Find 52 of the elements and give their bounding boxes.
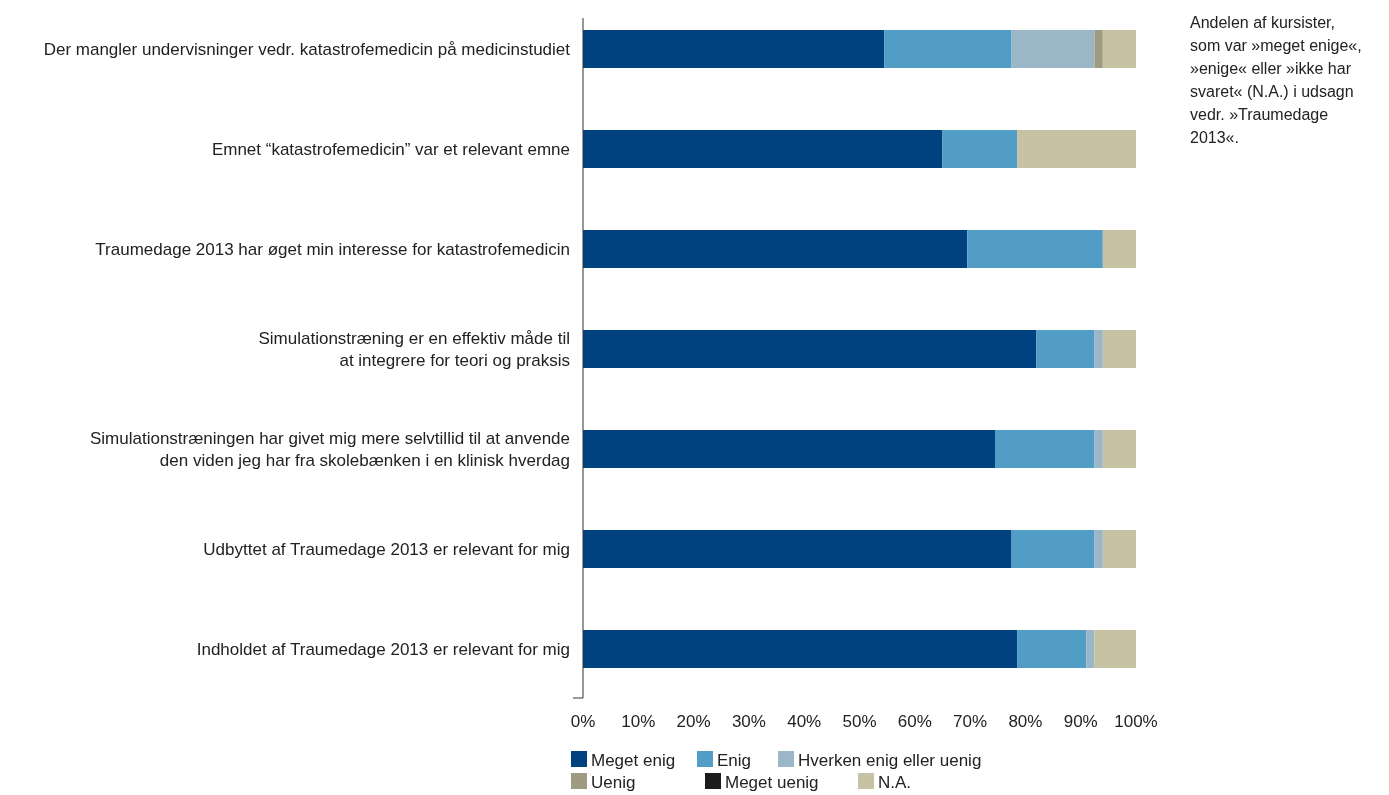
x-tick-label: 0% [570, 712, 596, 731]
legend-label: Hverken enig eller uenig [798, 751, 982, 770]
x-tick-label: 50% [842, 712, 877, 731]
x-tick-label: 70% [953, 712, 988, 731]
legend-label: Enig [717, 751, 752, 770]
bar [942, 130, 1018, 168]
bar [967, 230, 1103, 268]
legend-label: N.A. [878, 773, 912, 792]
y-tick-label: Udbyttet af Traumedage 2013 er relevant for mig [203, 540, 570, 559]
bar [1094, 30, 1103, 68]
bar [583, 430, 995, 468]
bar [1011, 530, 1095, 568]
legend-label: Uenig [591, 773, 636, 792]
bar [1017, 130, 1136, 168]
y-tick-label: Simulationstræning er en effektiv måde til at integrere for teori og praksis [258, 329, 570, 370]
bar [1011, 30, 1095, 68]
legend-label: Meget uenig [725, 773, 819, 792]
bar [884, 30, 1012, 68]
x-tick-label: 60% [897, 712, 932, 731]
bar [583, 230, 968, 268]
bar [1086, 630, 1095, 668]
x-tick-label: 90% [1063, 712, 1098, 731]
bar [994, 430, 1095, 468]
bar [583, 530, 1012, 568]
text: Andelen af kursister, som var »meget enige«, »enige« eller »ikke har svaret« (N.A.) i udsagn vedr. »Traumedage 2013«. [1190, 14, 1362, 146]
x-tick-label: 20% [676, 712, 711, 731]
bar [1036, 330, 1095, 368]
y-tick-label: Traumedage 2013 har øget min interesse for katastrofemedicin [95, 240, 570, 259]
bar [1102, 30, 1136, 68]
bar [1102, 330, 1136, 368]
bar [583, 130, 943, 168]
legend-label: Meget enig [591, 751, 676, 770]
bar [1094, 530, 1103, 568]
bar [1094, 630, 1136, 668]
x-tick-label: 80% [1008, 712, 1043, 731]
x-tick-label: 10% [621, 712, 656, 731]
bar [1094, 430, 1103, 468]
y-tick-label: Indholdet af Traumedage 2013 er relevant for mig [196, 640, 570, 659]
bar [583, 330, 1037, 368]
bar [1017, 630, 1087, 668]
bar [583, 30, 885, 68]
y-tick-label: Der mangler undervisninger vedr. katastrofemedicin på medicinstudiet [43, 40, 571, 59]
bar [1094, 330, 1103, 368]
bar [583, 630, 1018, 668]
x-tick-label: 30% [731, 712, 766, 731]
bar [1102, 230, 1136, 268]
bar [1102, 530, 1136, 568]
y-tick-label: Simulationstræningen har givet mig mere selvtillid til at anvende den viden jeg har fra skolebænken i en klinisk hverdag [89, 429, 570, 470]
y-tick-label: Emnet “katastrofemedicin” var et relevant emne [211, 140, 570, 159]
x-tick-label: 100% [1114, 712, 1158, 731]
bar [1102, 430, 1136, 468]
x-tick-label: 40% [787, 712, 822, 731]
